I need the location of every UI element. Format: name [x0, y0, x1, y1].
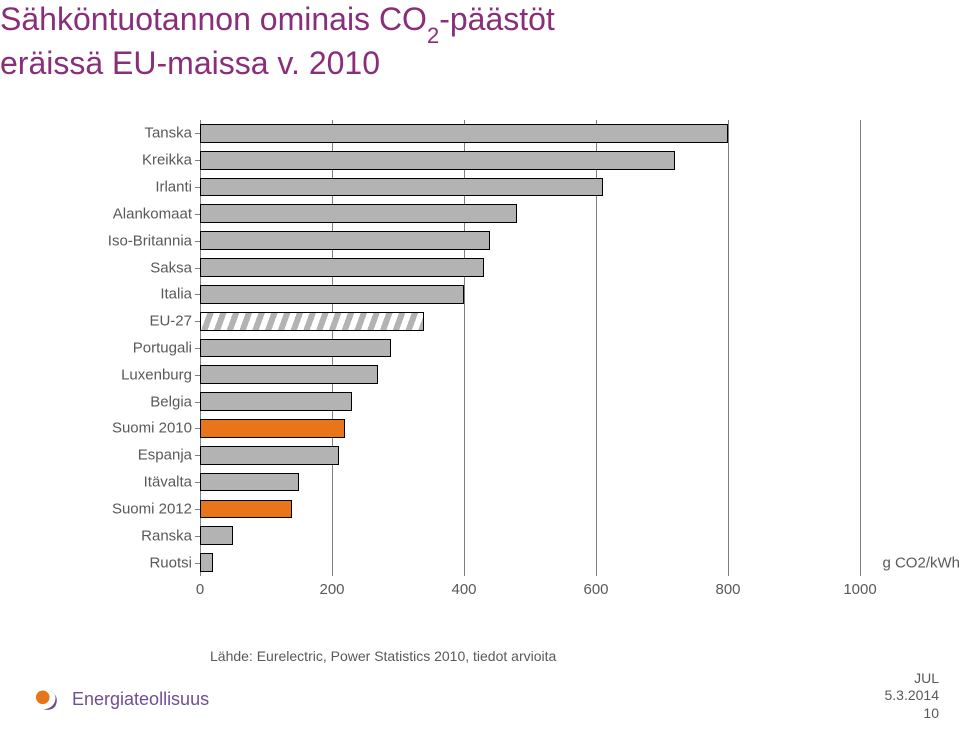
- y-label: Irlanti: [80, 179, 192, 196]
- bar-row: Ruotsi: [200, 549, 860, 576]
- bar: [200, 124, 728, 143]
- bar: [200, 446, 339, 465]
- bar: [200, 258, 484, 277]
- logo-text: Energiateollisuus: [72, 689, 209, 710]
- footer-date: 5.3.2014: [885, 687, 940, 705]
- y-label: Luxenburg: [80, 366, 192, 383]
- footer-author: JUL: [885, 670, 940, 688]
- y-label: Suomi 2010: [80, 420, 192, 437]
- bar: [200, 526, 233, 545]
- bar-row: Italia: [200, 281, 860, 308]
- page-title: Sähköntuotannon ominais CO2-päästöt eräi…: [0, 0, 555, 82]
- bar: [200, 204, 517, 223]
- y-label: Iso-Britannia: [80, 232, 192, 249]
- bar-row: Suomi 2010: [200, 415, 860, 442]
- x-tick-label: 600: [583, 581, 608, 598]
- x-tick-label: 400: [451, 581, 476, 598]
- x-tick-label: 1000: [843, 581, 876, 598]
- gridline: [860, 120, 861, 576]
- title-line1a: Sähköntuotannon ominais CO: [0, 1, 427, 37]
- bar: [200, 339, 391, 358]
- bar: [200, 285, 464, 304]
- x-tick-label: 800: [715, 581, 740, 598]
- x-tick-label: 0: [196, 581, 204, 598]
- bar: [200, 231, 490, 250]
- footer-page: 10: [885, 705, 940, 723]
- bar-row: Irlanti: [200, 174, 860, 201]
- x-tick-label: 200: [319, 581, 344, 598]
- y-label: Kreikka: [80, 152, 192, 169]
- y-axis-unit: g CO2/kWh: [882, 554, 959, 571]
- logo: Energiateollisuus: [30, 682, 209, 716]
- title-line1b: -päästöt: [439, 1, 555, 37]
- y-label: Suomi 2012: [80, 500, 192, 517]
- y-label: Portugali: [80, 339, 192, 356]
- y-label: Italia: [80, 286, 192, 303]
- bar-row: Saksa: [200, 254, 860, 281]
- bar-row: Iso-Britannia: [200, 227, 860, 254]
- y-label: EU-27: [80, 313, 192, 330]
- title-subscript: 2: [427, 23, 439, 48]
- source-note: Lähde: Eurelectric, Power Statistics 201…: [210, 648, 556, 664]
- bar: [200, 365, 378, 384]
- logo-icon: [30, 682, 64, 716]
- bar-row: Suomi 2012: [200, 496, 860, 523]
- y-label: Espanja: [80, 447, 192, 464]
- plot-area: g CO2/kWh 02004006008001000TanskaKreikka…: [200, 120, 860, 576]
- bar: [200, 500, 292, 519]
- y-label: Saksa: [80, 259, 192, 276]
- bar-row: Kreikka: [200, 147, 860, 174]
- y-label: Itävalta: [80, 474, 192, 491]
- bar-row: Ranska: [200, 522, 860, 549]
- y-label: Tanska: [80, 125, 192, 142]
- y-label: Alankomaat: [80, 205, 192, 222]
- chart: g CO2/kWh 02004006008001000TanskaKreikka…: [80, 120, 860, 600]
- bar-row: Belgia: [200, 388, 860, 415]
- bar: [200, 392, 352, 411]
- bar: [200, 151, 675, 170]
- title-line2: eräissä EU-maissa v. 2010: [0, 45, 380, 81]
- bar-row: Luxenburg: [200, 361, 860, 388]
- footer-meta: JUL 5.3.2014 10: [885, 670, 940, 723]
- bar: [200, 553, 213, 572]
- y-label: Belgia: [80, 393, 192, 410]
- bar-row: Espanja: [200, 442, 860, 469]
- bar-row: Alankomaat: [200, 200, 860, 227]
- bar-row: EU-27: [200, 308, 860, 335]
- y-label: Ruotsi: [80, 554, 192, 571]
- bar: [200, 312, 424, 331]
- bar: [200, 419, 345, 438]
- bar-row: Portugali: [200, 335, 860, 362]
- y-label: Ranska: [80, 527, 192, 544]
- bar-row: Tanska: [200, 120, 860, 147]
- bar-row: Itävalta: [200, 469, 860, 496]
- bar: [200, 178, 603, 197]
- bar: [200, 473, 299, 492]
